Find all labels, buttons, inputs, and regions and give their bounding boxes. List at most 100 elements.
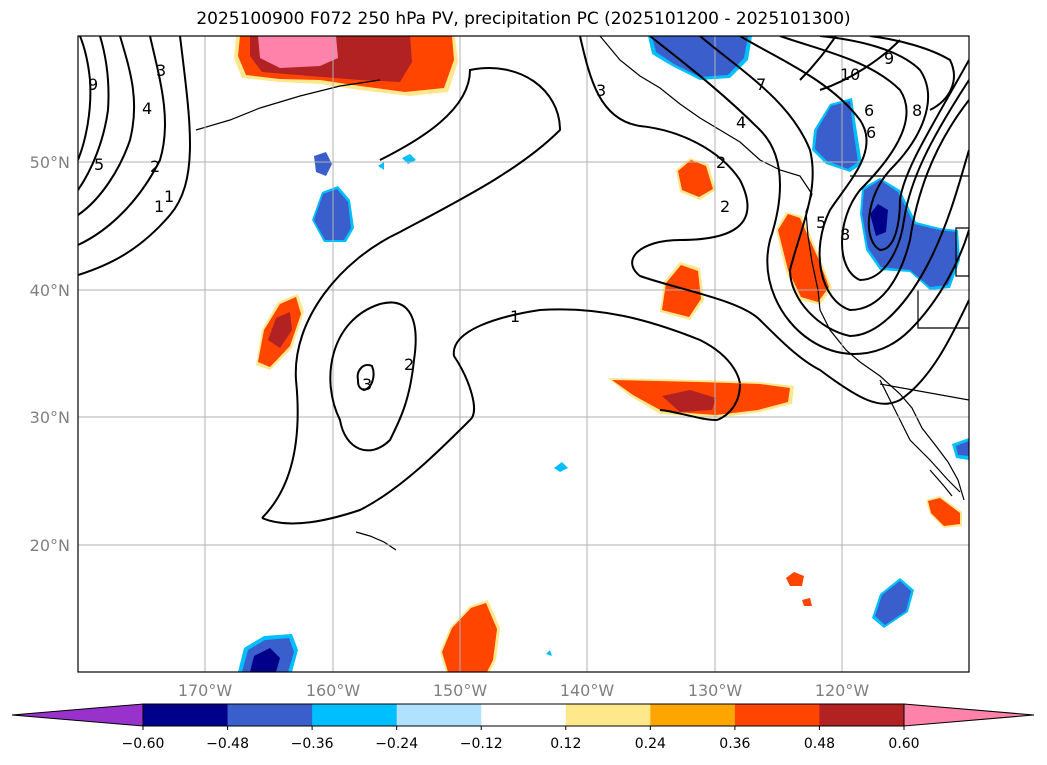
colorbar-tick-label: −0.60 [122,736,165,752]
contour-label: 8 [912,101,922,120]
precip-blob [378,162,384,170]
colorbar-segment [143,704,229,726]
pv-contour [78,36,166,246]
precip-blob [802,598,812,606]
colorbar-segment [312,704,398,726]
precip-blob [652,36,748,77]
lon-label: 170°W [178,681,233,700]
lon-label: 160°W [306,681,361,700]
precip-blob [554,462,568,472]
contour-label: 10 [840,65,860,84]
contour-label: 3 [362,375,372,394]
lat-label: 20°N [30,536,70,555]
precip-blob [258,36,338,68]
graticule [78,36,969,672]
contour-label: 6 [866,123,876,142]
contour-label: 5 [94,155,104,174]
colorbar-tick-label: 0.24 [635,736,666,752]
precip-blob [870,204,888,236]
pv-contour [78,36,110,191]
precip-blob [786,572,804,586]
latitude-labels: 50°N 40°N 30°N 20°N [30,153,70,555]
precip-blob [662,390,716,412]
border [917,290,969,329]
contour-label: 5 [816,213,826,232]
colorbar-segment [481,704,567,726]
coastline [879,379,961,493]
pv-contour [356,364,375,392]
pv-contour [78,36,136,216]
contour-label: 3 [156,61,166,80]
lat-label: 30°N [30,408,70,427]
pv-contour [819,36,969,252]
colorbar-outline [142,703,905,727]
colorbar-segment [565,704,651,726]
contour-label: 1 [510,307,520,326]
precip-blob [928,498,960,526]
contour-label: 2 [716,153,726,172]
map-frame [77,35,970,673]
pv-contours [78,36,969,525]
colorbar-tick-label: 0.60 [888,736,919,752]
coastline [929,469,953,497]
contour-label: 2 [720,197,730,216]
precip-blob [956,441,969,456]
contour-label: 2 [150,157,160,176]
colorbar-segment [819,704,905,726]
precip-blob [678,160,713,197]
precip-blob [662,265,701,317]
coastline [195,79,381,131]
border [879,383,969,401]
precip-blob [442,603,497,672]
colorbar: −0.60 −0.48 −0.36 −0.24 −0.12 0.12 0.24 0.36 0.4… [11,703,1035,752]
pv-contour [78,36,191,276]
colorbar-tick-label: 0.36 [719,736,750,752]
pv-contour [649,36,969,355]
precip-blob [546,650,552,656]
colorbar-segment [734,704,820,726]
precip-blob [250,648,280,672]
contour-label: 7 [756,75,766,94]
lon-label: 130°W [688,681,743,700]
colorbar-segment [227,704,313,726]
pv-contour [261,308,741,525]
colorbar-tick-label: −0.12 [460,736,503,752]
coastline [599,36,965,501]
contour-label: 4 [142,99,152,118]
contour-label: 2 [404,355,414,374]
pv-contour [819,39,901,91]
colorbar-tick-label: −0.48 [206,736,249,752]
contour-label: 1 [154,197,164,216]
precip-blob [268,312,292,348]
contour-labels: 1 2 3 3 2 1 2 4 5 6 7 8 9 10 9 8 6 3 4 2… [88,49,922,394]
colorbar-tick-label: −0.36 [291,736,334,752]
pv-contour [779,36,969,282]
pv-contour [869,36,955,111]
precip-blob [862,180,958,287]
coastline [355,531,397,551]
pv-contour [78,36,92,161]
lat-label: 50°N [30,153,70,172]
contour-label: 4 [736,113,746,132]
pv-contour [799,36,837,81]
contour-label: 8 [840,225,850,244]
colorbar-extend-low [11,703,144,727]
pv-contour [579,36,969,405]
contour-label: 6 [864,101,874,120]
lon-label: 120°W [815,681,870,700]
lon-label: 150°W [433,681,488,700]
precip-blob [875,581,911,625]
contour-label: 3 [596,81,606,100]
border [955,227,969,277]
colorbar-extend-high [903,703,1035,727]
lat-label: 40°N [30,281,70,300]
positive-precip-anomalies [234,36,962,672]
colorbar-segment [396,704,482,726]
contour-label: 1 [164,187,174,206]
colorbar-segment [650,704,736,726]
map-title: 2025100900 F072 250 hPa PV, precipitatio… [196,9,851,29]
colorbar-tick-label: −0.24 [375,736,418,752]
colorbar-tick-label: 0.12 [550,736,581,752]
precip-blob [314,152,332,176]
pv-contour [261,67,562,519]
